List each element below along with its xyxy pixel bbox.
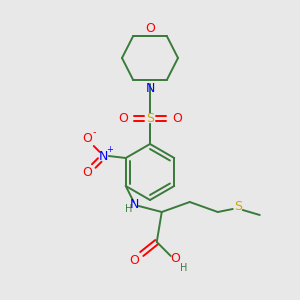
Text: -: - [93,127,97,137]
Text: H: H [180,263,188,273]
Text: H: H [125,204,132,214]
Text: O: O [82,133,92,146]
Text: S: S [234,200,242,214]
Text: N: N [145,82,155,94]
Text: O: O [118,112,128,124]
Text: O: O [145,22,155,34]
Text: O: O [170,251,180,265]
Text: S: S [146,112,154,124]
Text: N: N [99,149,108,163]
Text: O: O [172,112,182,124]
Text: O: O [82,167,92,179]
Text: O: O [129,254,139,266]
Text: +: + [106,145,113,154]
Text: N: N [130,197,140,211]
